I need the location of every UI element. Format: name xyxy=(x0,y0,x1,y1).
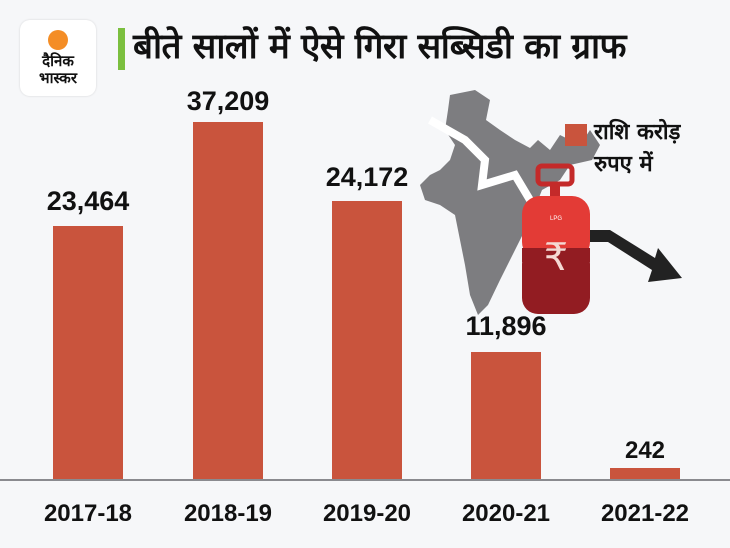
sun-dot-icon xyxy=(48,30,68,50)
illustration: LPG ₹ xyxy=(420,90,682,315)
x-tick-label: 2017-18 xyxy=(43,500,133,527)
x-tick-label: 2019-20 xyxy=(322,500,412,527)
value-label: 23,464 xyxy=(46,186,130,216)
down-trend-arrow-icon xyxy=(580,230,682,282)
value-label: 242 xyxy=(624,437,666,464)
bar-2020-21 xyxy=(471,352,541,479)
logo-text-line1: दैनिक xyxy=(42,52,74,70)
value-label: 37,209 xyxy=(186,86,270,116)
value-label: 24,172 xyxy=(325,162,409,192)
chart-title: बीते सालों में ऐसे गिरा सब्सिडी का ग्राफ xyxy=(133,27,627,67)
value-label: 11,896 xyxy=(465,311,547,341)
bar-2021-22 xyxy=(610,468,680,479)
lpg-cylinder-icon: LPG ₹ xyxy=(522,163,590,314)
x-tick-label: 2018-19 xyxy=(183,500,273,527)
bar-2017-18 xyxy=(53,226,123,479)
legend-label: राशि करोड़ रुपए में xyxy=(594,120,681,177)
x-tick-label: 2020-21 xyxy=(461,500,551,527)
rupee-icon: ₹ xyxy=(544,235,568,279)
legend-swatch xyxy=(565,124,587,146)
title-accent-bar xyxy=(118,28,125,70)
india-map-icon xyxy=(420,90,600,315)
svg-text:LPG: LPG xyxy=(550,216,562,222)
logo-text-line2: भास्कर xyxy=(39,69,77,87)
bar-2018-19 xyxy=(193,122,263,479)
bar-2019-20 xyxy=(332,201,402,479)
dainik-bhaskar-logo: दैनिक भास्कर xyxy=(20,20,96,96)
x-tick-label: 2021-22 xyxy=(600,500,690,527)
x-axis-line xyxy=(0,479,730,481)
